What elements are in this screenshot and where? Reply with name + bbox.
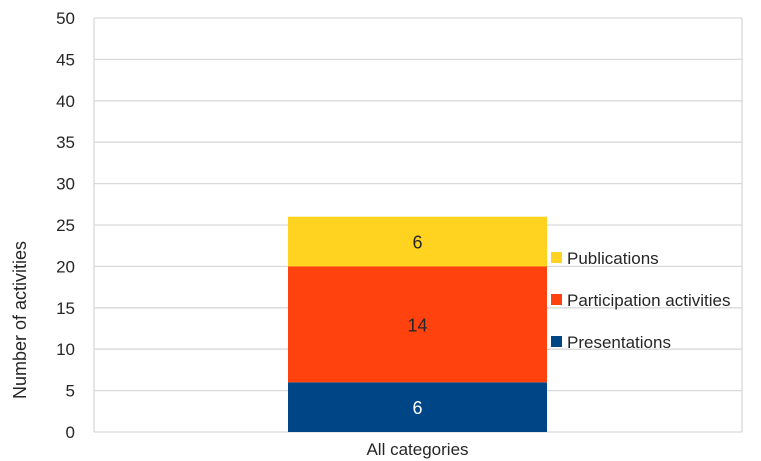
bar-segment-participation-activities <box>288 266 547 383</box>
y-tick-label: 20 <box>56 257 75 276</box>
data-label-presentations: 6 <box>412 398 422 418</box>
y-tick-label: 0 <box>66 423 75 442</box>
legend-swatch-participation-activities <box>551 294 562 305</box>
legend-label-publications: Publications <box>567 249 659 268</box>
legend-label-participation-activities: Participation activities <box>567 291 730 310</box>
data-label-publications: 6 <box>412 233 422 253</box>
y-tick-label: 35 <box>56 133 75 152</box>
x-axis-tick-labels: All categories <box>366 440 468 459</box>
data-label-participation-activities: 14 <box>407 315 427 335</box>
bar-segment-publications <box>288 216 547 267</box>
y-axis-title: Number of activities <box>10 241 30 399</box>
legend-label-presentations: Presentations <box>567 333 671 352</box>
y-tick-label: 5 <box>66 382 75 401</box>
data-labels: 6 14 6 <box>407 233 427 419</box>
y-tick-label: 10 <box>56 340 75 359</box>
y-tick-label: 40 <box>56 92 75 111</box>
legend: Publications Participation activities Pres… <box>551 249 730 352</box>
y-tick-label: 45 <box>56 50 75 69</box>
bar-segment-presentations <box>288 382 547 432</box>
y-tick-label: 25 <box>56 216 75 235</box>
bar-segments <box>288 216 547 432</box>
y-tick-label: 15 <box>56 299 75 318</box>
y-tick-label: 50 <box>56 9 75 28</box>
y-tick-label: 30 <box>56 175 75 194</box>
x-tick-label: All categories <box>366 440 468 459</box>
legend-swatch-presentations <box>551 336 562 347</box>
y-axis-tick-labels: 0 5 10 15 20 25 30 35 40 45 50 <box>56 9 75 442</box>
legend-swatch-publications <box>551 252 562 263</box>
